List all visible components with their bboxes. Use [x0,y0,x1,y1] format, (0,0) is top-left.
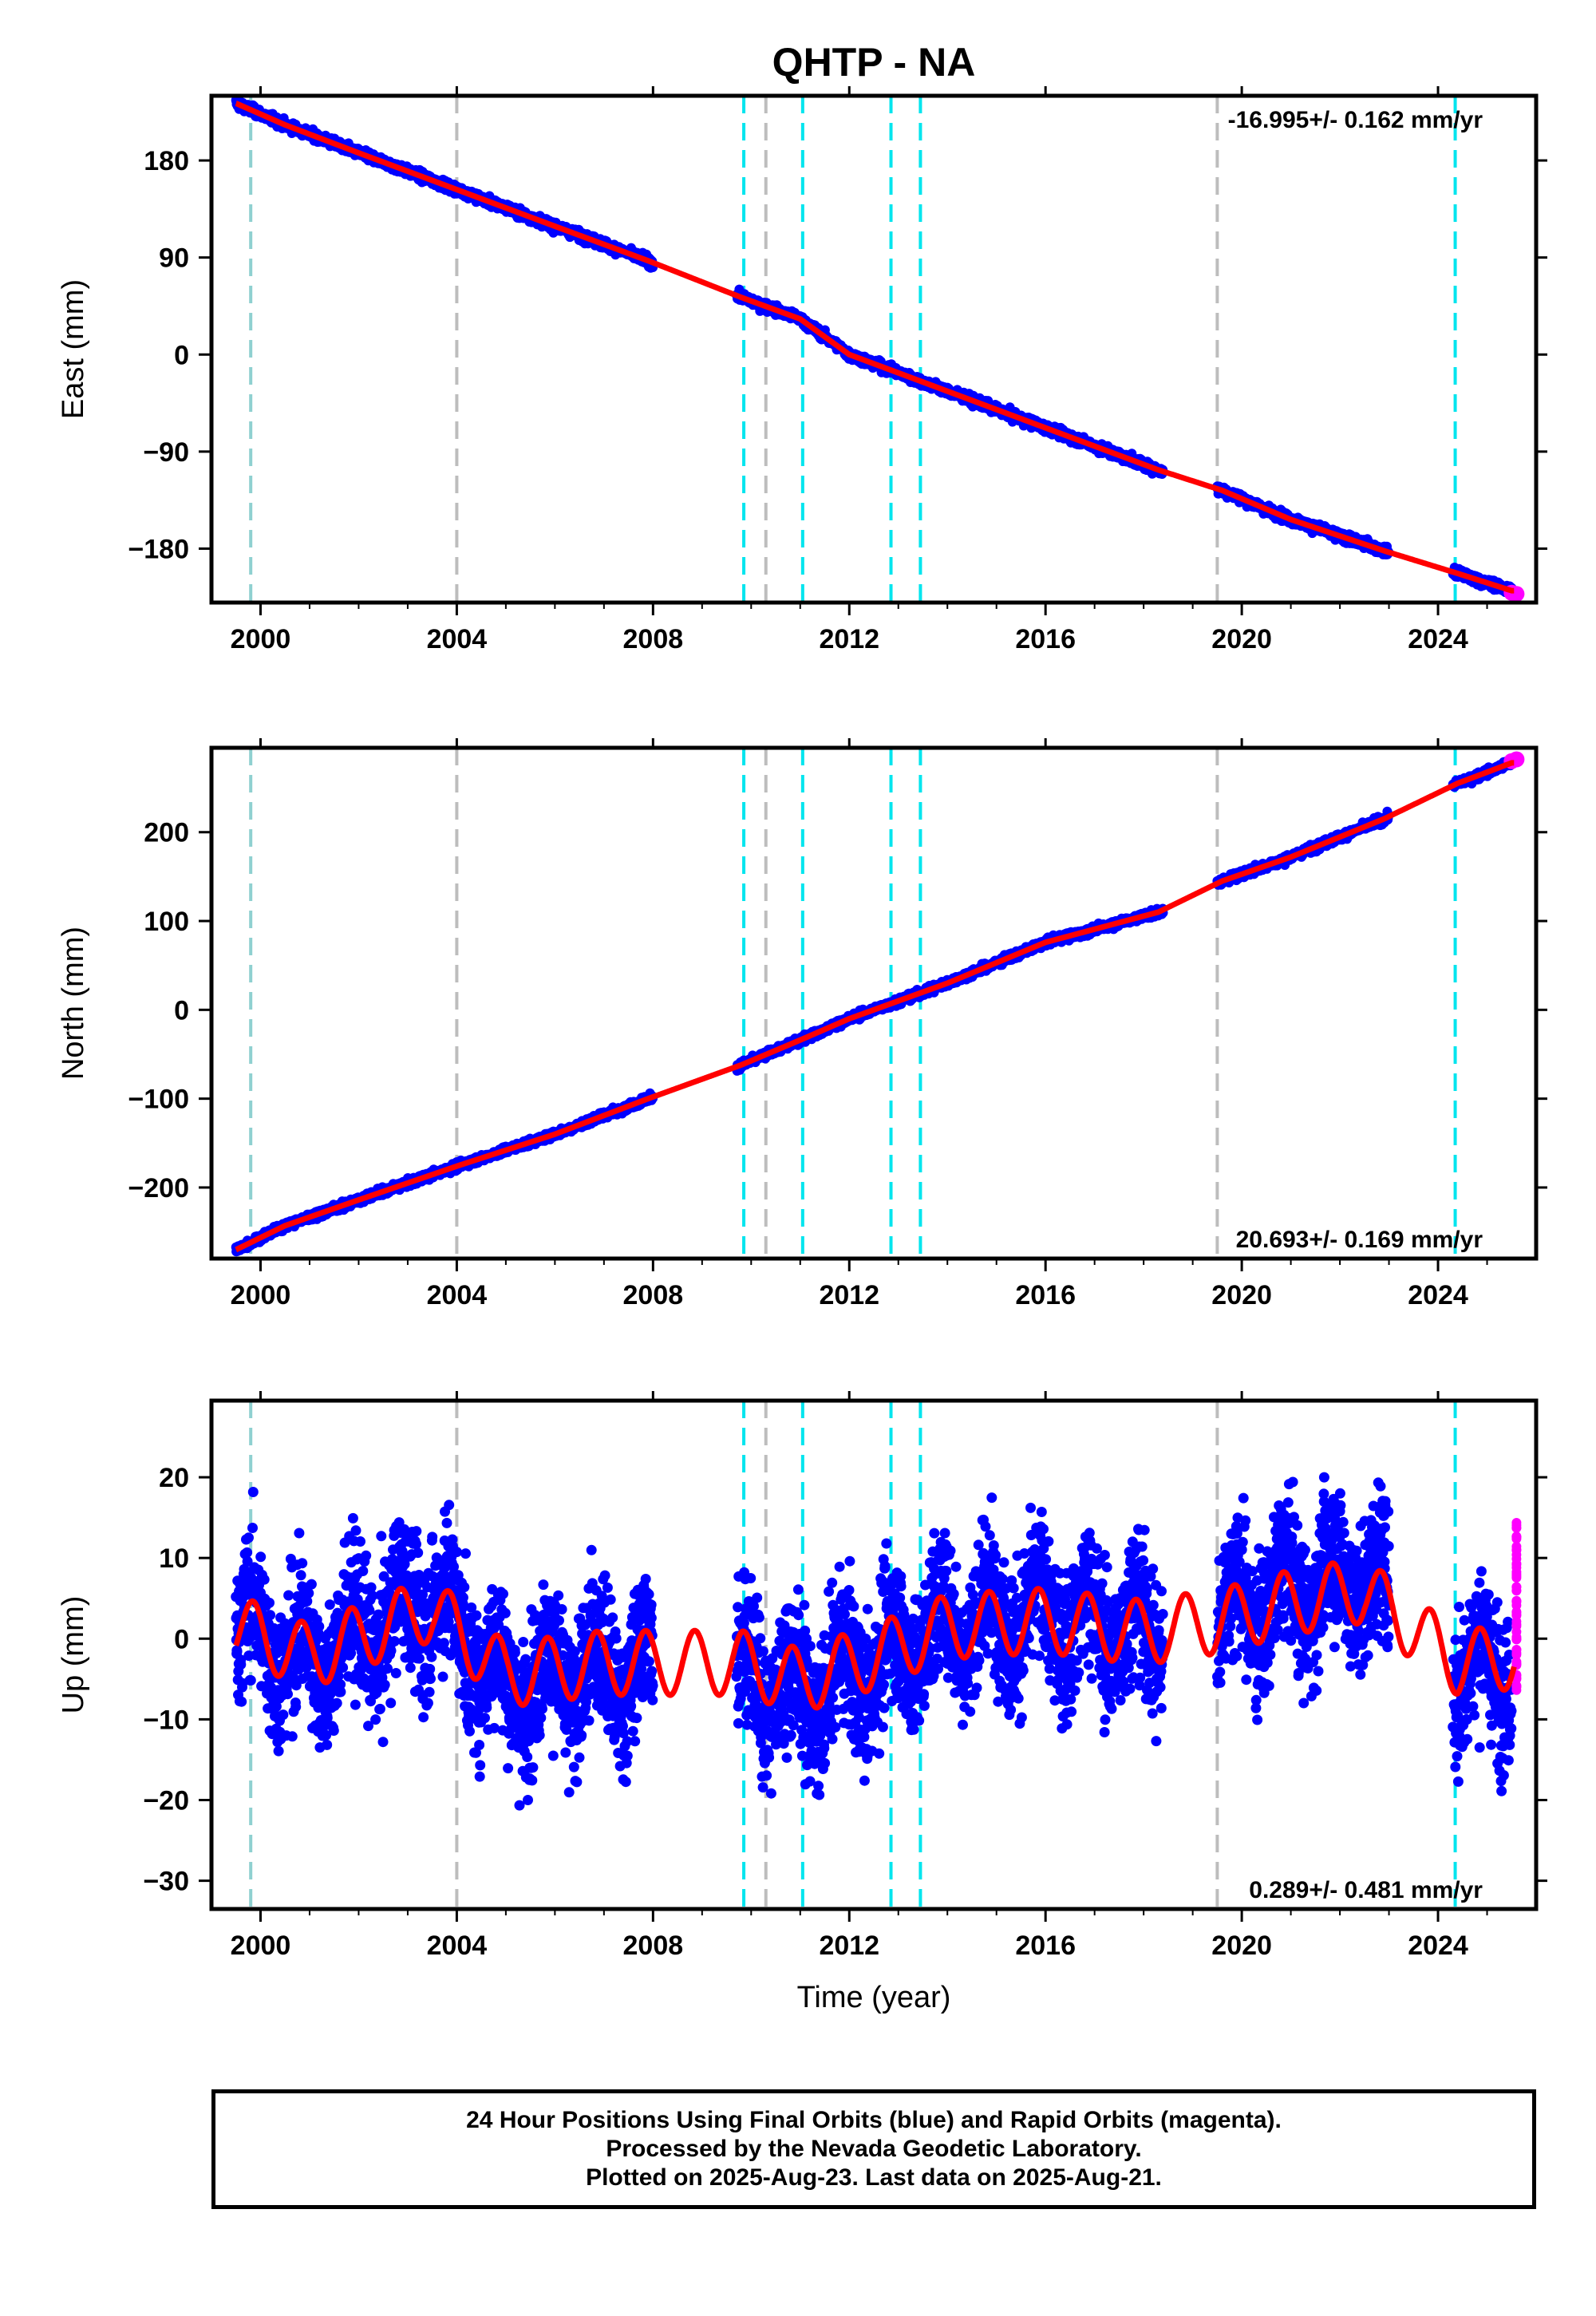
north-plot-area [231,748,1525,1259]
east-x-tick-label: 2008 [623,624,684,654]
east-y-tick-label: −180 [128,534,189,564]
east-x-tick-label: 2020 [1211,624,1272,654]
figure-title: QHTP - NA [772,40,976,85]
east-rate-label: -16.995+/- 0.162 mm/yr [1228,107,1483,133]
east-plot-area [231,96,1525,603]
east-y-tick-label: 90 [159,243,189,274]
east-model-curve [235,101,1515,594]
east-x-tick-label: 2004 [427,624,488,654]
east-x-tick-label: 2024 [1408,624,1468,654]
east-y-tick-label: 0 [174,340,189,370]
north-panel: 2000 2004 2008 2012 2016 2020 20242001000−100−… [57,738,1547,1310]
east-y-tick-label: 180 [144,146,189,176]
east-panel: 2000 2004 2008 2012 2016 2020 2024 180 90 0 −90 −18… [57,86,1547,654]
east-x-tick-label: 2012 [819,624,879,654]
east-x-tick-label: 2000 [231,624,291,654]
east-y-axis-label: East (mm) [57,279,90,419]
east-x-tick-label: 2016 [1015,624,1076,654]
east-y-tick-label: −90 [143,437,189,468]
